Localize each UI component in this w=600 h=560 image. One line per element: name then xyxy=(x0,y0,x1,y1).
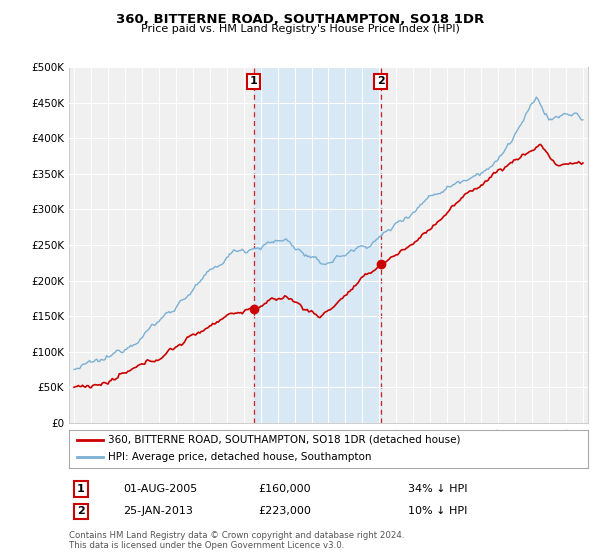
Text: HPI: Average price, detached house, Southampton: HPI: Average price, detached house, Sout… xyxy=(108,452,371,463)
Text: 2: 2 xyxy=(377,76,385,86)
Text: Contains HM Land Registry data © Crown copyright and database right 2024.
This d: Contains HM Land Registry data © Crown c… xyxy=(69,530,404,550)
Text: 01-AUG-2005: 01-AUG-2005 xyxy=(123,484,197,494)
Text: 360, BITTERNE ROAD, SOUTHAMPTON, SO18 1DR: 360, BITTERNE ROAD, SOUTHAMPTON, SO18 1D… xyxy=(116,13,484,26)
Text: 1: 1 xyxy=(77,484,85,494)
Text: 25-JAN-2013: 25-JAN-2013 xyxy=(123,506,193,516)
Text: 360, BITTERNE ROAD, SOUTHAMPTON, SO18 1DR (detached house): 360, BITTERNE ROAD, SOUTHAMPTON, SO18 1D… xyxy=(108,435,460,445)
Text: 34% ↓ HPI: 34% ↓ HPI xyxy=(408,484,467,494)
Text: 10% ↓ HPI: 10% ↓ HPI xyxy=(408,506,467,516)
Text: 1: 1 xyxy=(250,76,257,86)
Text: 2: 2 xyxy=(77,506,85,516)
Bar xyxy=(254,67,380,423)
Text: £223,000: £223,000 xyxy=(258,506,311,516)
Text: £160,000: £160,000 xyxy=(258,484,311,494)
Text: Price paid vs. HM Land Registry's House Price Index (HPI): Price paid vs. HM Land Registry's House … xyxy=(140,24,460,34)
